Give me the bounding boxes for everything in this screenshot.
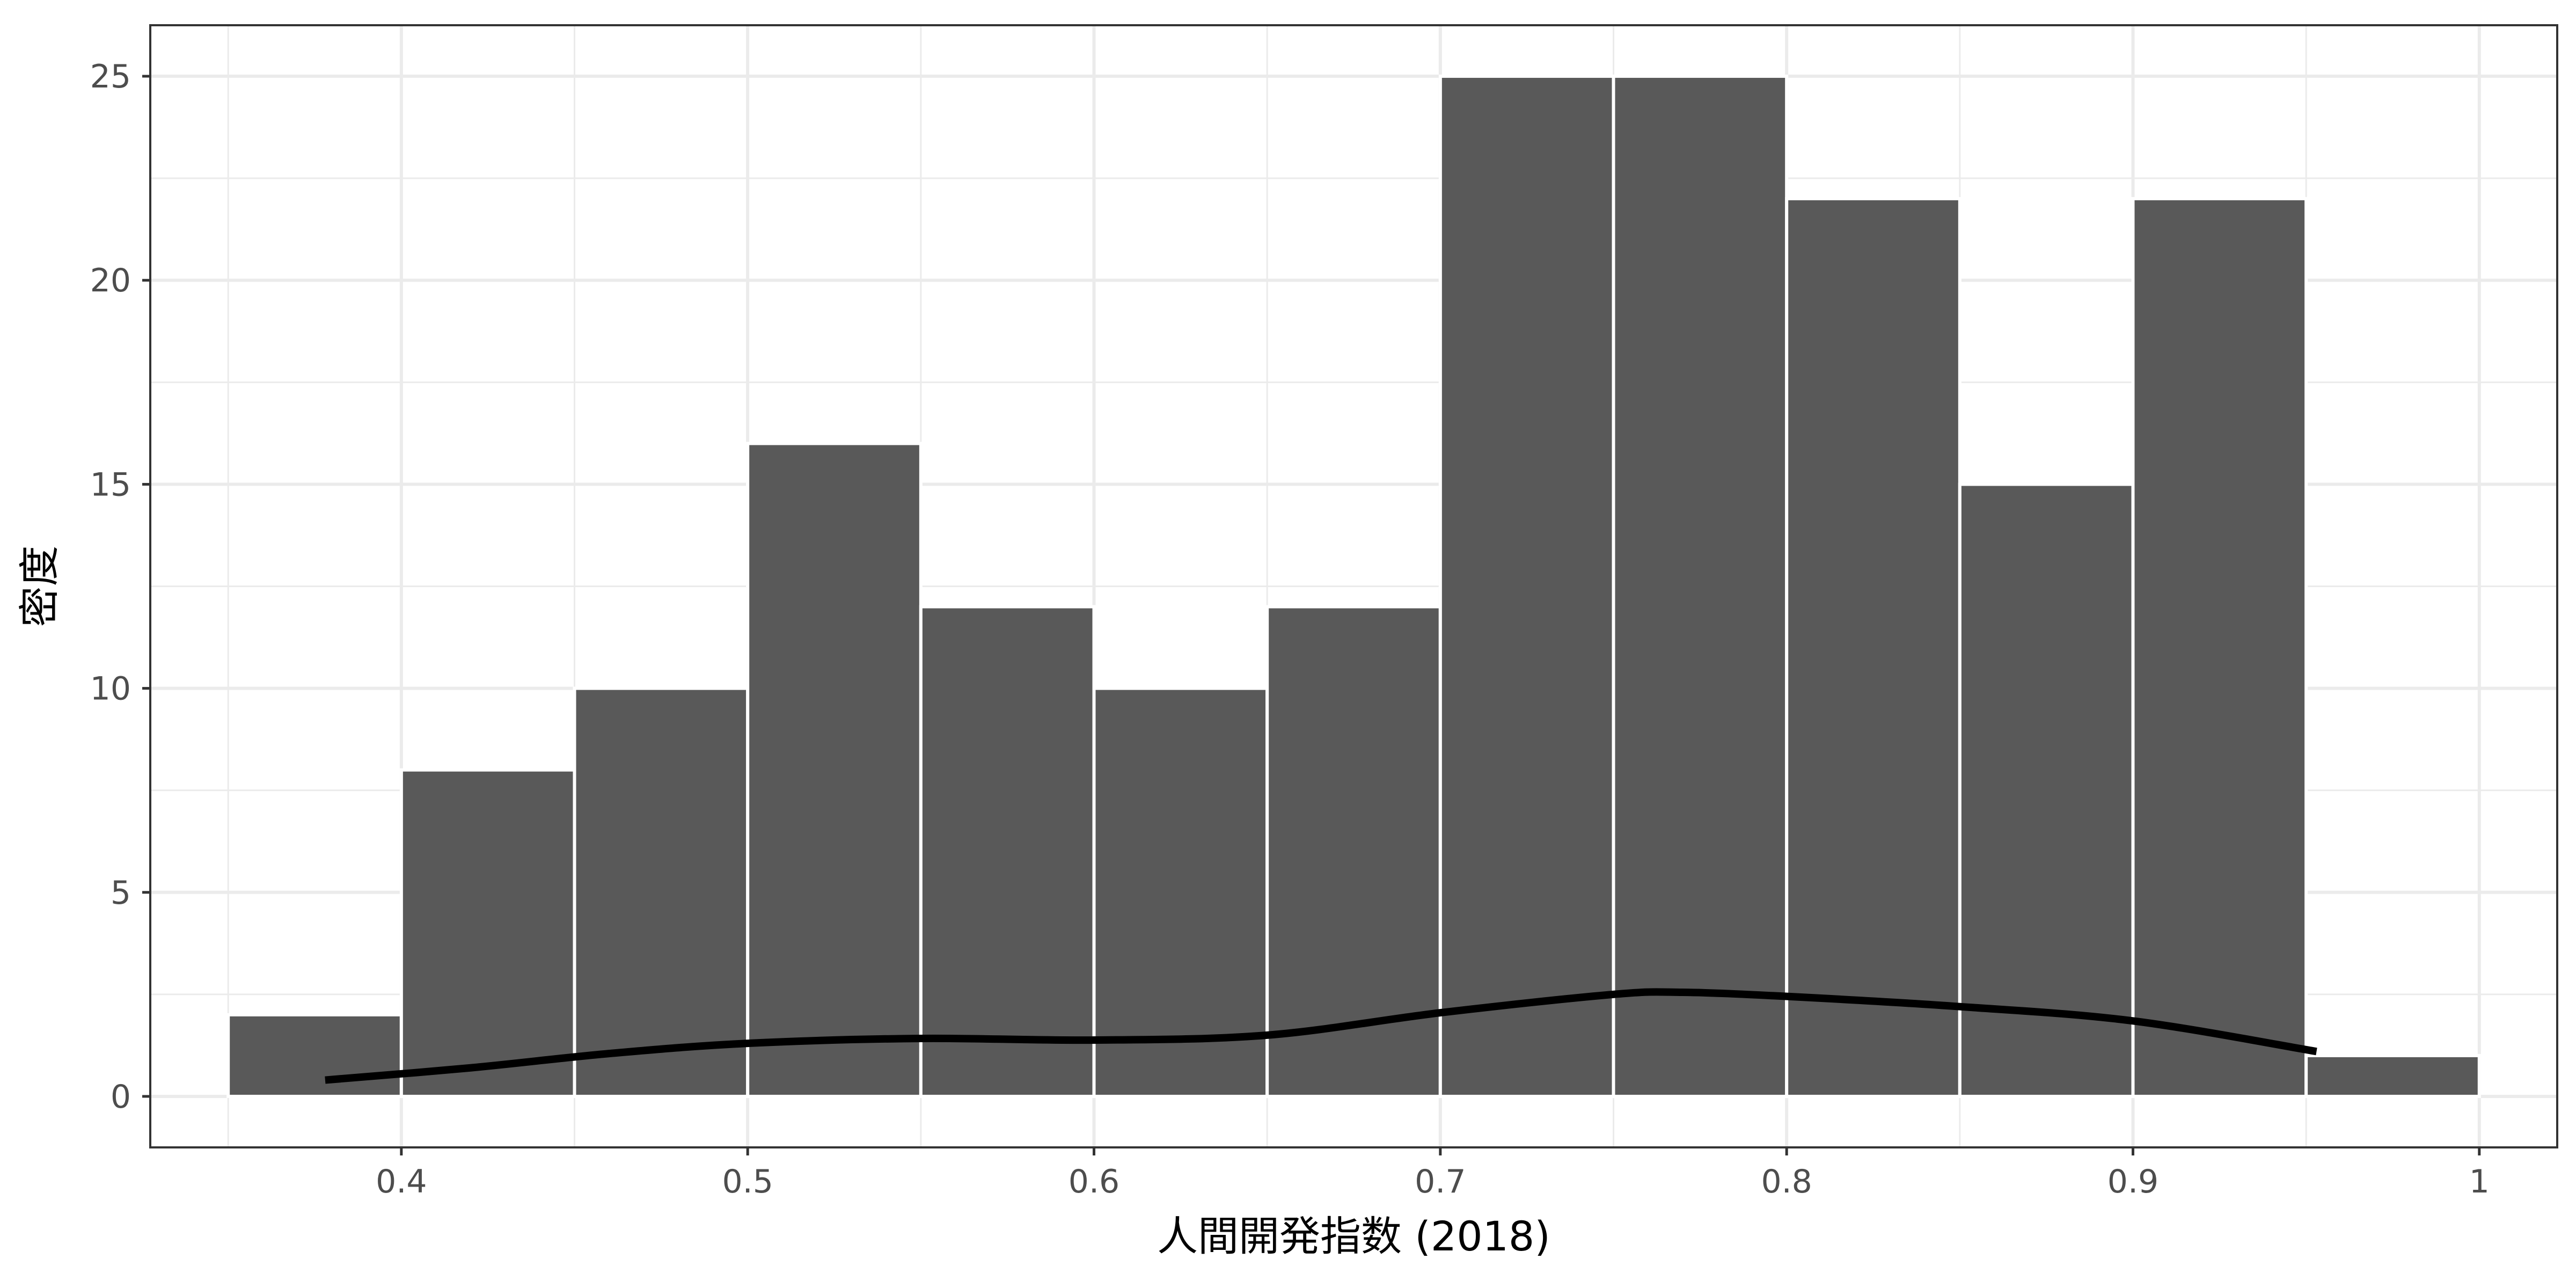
x-tick-label: 0.6 [1069,1163,1119,1201]
y-axis-ticks: 0 5 10 15 20 25 [90,58,150,1116]
histogram-bar [1958,482,2135,1098]
histogram-bar [919,605,1096,1098]
histogram-bar [746,442,923,1098]
histogram-bar [226,1013,403,1098]
histogram-bar [1438,75,1615,1098]
y-tick-label: 10 [90,670,131,708]
y-tick-label: 25 [90,58,131,96]
y-tick-label: 15 [90,466,131,503]
histogram-bar [573,686,750,1098]
histogram-bar [1092,686,1269,1098]
histogram-bar [2131,197,2308,1098]
x-axis-title: 人間開発指数 (2018) [1157,1212,1550,1260]
x-axis-ticks: 0.4 0.5 0.6 0.7 0.8 0.9 1 [376,1147,2490,1201]
x-tick-label: 0.9 [2107,1163,2158,1201]
x-tick-label: 1 [2469,1163,2490,1201]
x-tick-label: 0.5 [722,1163,773,1201]
x-tick-label: 0.8 [1761,1163,1812,1201]
x-tick-label: 0.7 [1415,1163,1466,1201]
x-tick-label: 0.4 [376,1163,427,1201]
histogram-bar [1612,75,1789,1098]
histogram-bar [1785,197,1962,1098]
panel-border [149,24,2558,1148]
histogram-bar [399,768,576,1098]
density-curve [325,988,2317,1084]
histogram-bars [226,75,2481,1098]
histogram-bar [2304,1053,2481,1098]
y-tick-label: 20 [90,262,131,299]
y-axis-title: 密度 [16,546,63,627]
y-tick-label: 5 [111,874,131,912]
y-tick-label: 0 [111,1078,131,1116]
